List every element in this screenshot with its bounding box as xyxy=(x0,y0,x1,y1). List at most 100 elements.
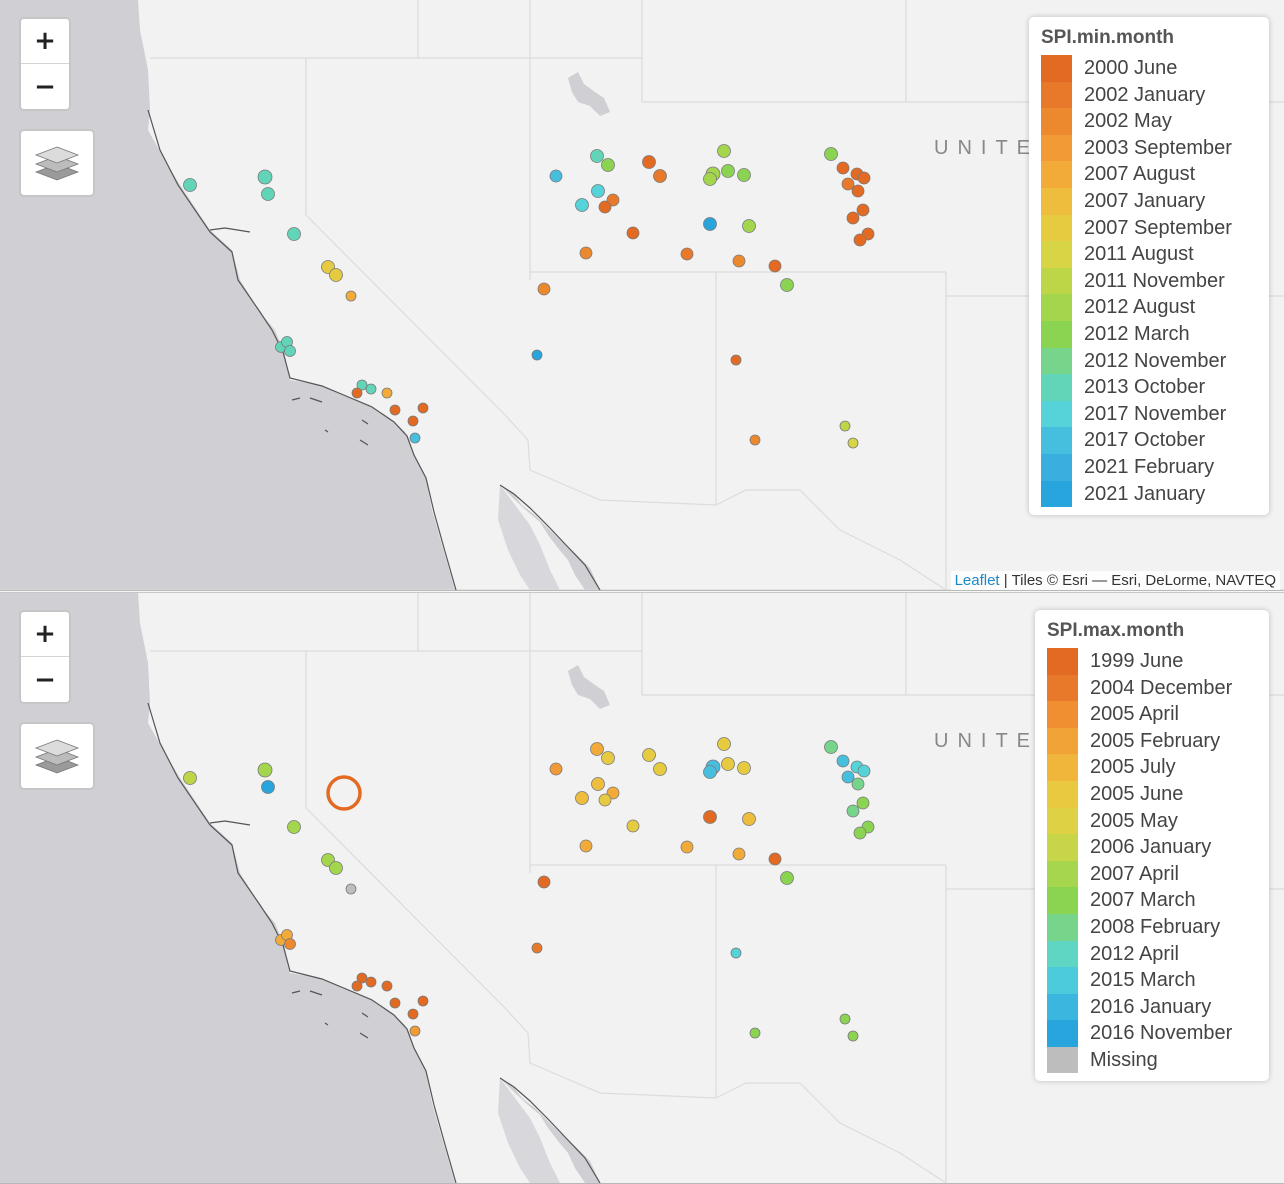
site-marker[interactable] xyxy=(606,193,620,207)
site-marker[interactable] xyxy=(590,742,604,756)
site-marker[interactable] xyxy=(356,972,368,984)
site-marker[interactable] xyxy=(856,796,870,810)
site-marker[interactable] xyxy=(721,164,735,178)
site-marker[interactable] xyxy=(351,387,363,399)
site-marker[interactable] xyxy=(717,737,731,751)
site-marker[interactable] xyxy=(742,812,756,826)
site-marker[interactable] xyxy=(680,840,694,854)
site-marker[interactable] xyxy=(261,187,275,201)
site-marker[interactable] xyxy=(642,155,656,169)
site-marker[interactable] xyxy=(381,980,393,992)
site-marker[interactable] xyxy=(839,1013,851,1025)
site-marker[interactable] xyxy=(389,404,401,416)
site-marker[interactable] xyxy=(653,762,667,776)
site-marker[interactable] xyxy=(257,169,273,185)
site-marker[interactable] xyxy=(846,211,860,225)
site-marker[interactable] xyxy=(703,765,717,779)
site-marker[interactable] xyxy=(836,754,850,768)
site-marker[interactable] xyxy=(549,762,563,776)
site-marker[interactable] xyxy=(626,226,640,240)
site-marker[interactable] xyxy=(531,349,543,361)
site-marker[interactable] xyxy=(351,980,363,992)
site-marker[interactable] xyxy=(847,1030,859,1042)
site-marker[interactable] xyxy=(284,345,296,357)
site-marker[interactable] xyxy=(409,432,421,444)
site-marker[interactable] xyxy=(356,379,368,391)
site-marker[interactable] xyxy=(598,793,612,807)
site-marker[interactable] xyxy=(407,1008,419,1020)
site-marker[interactable] xyxy=(381,387,393,399)
site-marker[interactable] xyxy=(836,161,850,175)
zoom-in-button[interactable]: + xyxy=(21,612,69,657)
site-marker[interactable] xyxy=(407,415,419,427)
site-marker[interactable] xyxy=(737,761,751,775)
site-marker[interactable] xyxy=(653,169,667,183)
zoom-out-button[interactable]: − xyxy=(21,64,69,109)
site-marker[interactable] xyxy=(601,751,615,765)
site-marker[interactable] xyxy=(626,819,640,833)
site-marker[interactable] xyxy=(742,219,756,233)
site-marker[interactable] xyxy=(851,777,865,791)
site-marker[interactable] xyxy=(703,810,717,824)
site-marker[interactable] xyxy=(345,290,357,302)
site-marker[interactable] xyxy=(749,434,761,446)
site-marker[interactable] xyxy=(780,871,794,885)
site-marker[interactable] xyxy=(409,1025,421,1037)
site-marker[interactable] xyxy=(590,149,604,163)
site-marker[interactable] xyxy=(730,947,742,959)
site-marker[interactable] xyxy=(846,804,860,818)
site-marker[interactable] xyxy=(591,777,605,791)
layers-control-button[interactable] xyxy=(19,129,95,197)
layers-control-button[interactable] xyxy=(19,722,95,790)
site-marker[interactable] xyxy=(732,847,746,861)
leaflet-link[interactable]: Leaflet xyxy=(954,572,1000,589)
site-marker[interactable] xyxy=(780,278,794,292)
site-marker[interactable] xyxy=(730,354,742,366)
site-marker[interactable] xyxy=(680,247,694,261)
site-marker[interactable] xyxy=(287,820,301,834)
site-marker[interactable] xyxy=(389,997,401,1009)
map-panel-spi-min[interactable]: UNITE + − SPI.min.month 2000 June 2002 Ja… xyxy=(0,0,1284,591)
site-marker[interactable] xyxy=(824,147,838,161)
map-panel-spi-max[interactable]: UNITE + − SPI.max.month 1999 June 2004 De… xyxy=(0,592,1284,1184)
site-marker[interactable] xyxy=(606,786,620,800)
selected-site-highlight[interactable] xyxy=(326,775,362,811)
site-marker[interactable] xyxy=(549,169,563,183)
site-marker[interactable] xyxy=(183,178,197,192)
site-marker[interactable] xyxy=(721,757,735,771)
site-marker[interactable] xyxy=(717,144,731,158)
site-marker[interactable] xyxy=(857,171,871,185)
site-marker[interactable] xyxy=(329,861,343,875)
site-marker[interactable] xyxy=(183,771,197,785)
site-marker[interactable] xyxy=(856,203,870,217)
site-marker[interactable] xyxy=(768,259,782,273)
site-marker[interactable] xyxy=(768,852,782,866)
site-marker[interactable] xyxy=(737,168,751,182)
site-marker[interactable] xyxy=(261,780,275,794)
site-marker[interactable] xyxy=(417,402,429,414)
site-marker[interactable] xyxy=(579,839,593,853)
site-marker[interactable] xyxy=(841,770,855,784)
site-marker[interactable] xyxy=(598,200,612,214)
site-marker[interactable] xyxy=(851,184,865,198)
site-marker[interactable] xyxy=(841,177,855,191)
zoom-in-button[interactable]: + xyxy=(21,19,69,64)
site-marker[interactable] xyxy=(287,227,301,241)
site-marker[interactable] xyxy=(345,883,357,895)
site-marker[interactable] xyxy=(417,995,429,1007)
site-marker[interactable] xyxy=(749,1027,761,1039)
site-marker[interactable] xyxy=(732,254,746,268)
site-marker[interactable] xyxy=(703,217,717,231)
site-marker[interactable] xyxy=(284,938,296,950)
site-marker[interactable] xyxy=(575,791,589,805)
site-marker[interactable] xyxy=(853,826,867,840)
zoom-out-button[interactable]: − xyxy=(21,657,69,702)
site-marker[interactable] xyxy=(601,158,615,172)
site-marker[interactable] xyxy=(857,764,871,778)
site-marker[interactable] xyxy=(579,246,593,260)
site-marker[interactable] xyxy=(703,172,717,186)
site-marker[interactable] xyxy=(537,875,551,889)
site-marker[interactable] xyxy=(365,976,377,988)
site-marker[interactable] xyxy=(642,748,656,762)
site-marker[interactable] xyxy=(365,383,377,395)
